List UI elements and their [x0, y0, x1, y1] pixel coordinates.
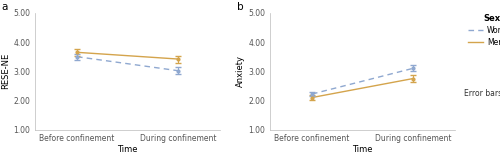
Text: a: a: [2, 2, 8, 12]
Text: Error bars: 95% IC: Error bars: 95% IC: [464, 89, 500, 98]
X-axis label: Time: Time: [117, 145, 138, 154]
Text: b: b: [236, 2, 244, 12]
Y-axis label: RESE-NE: RESE-NE: [2, 53, 11, 89]
Legend: Women, Men: Women, Men: [468, 14, 500, 47]
X-axis label: Time: Time: [352, 145, 373, 154]
Y-axis label: Anxiety: Anxiety: [236, 55, 246, 87]
